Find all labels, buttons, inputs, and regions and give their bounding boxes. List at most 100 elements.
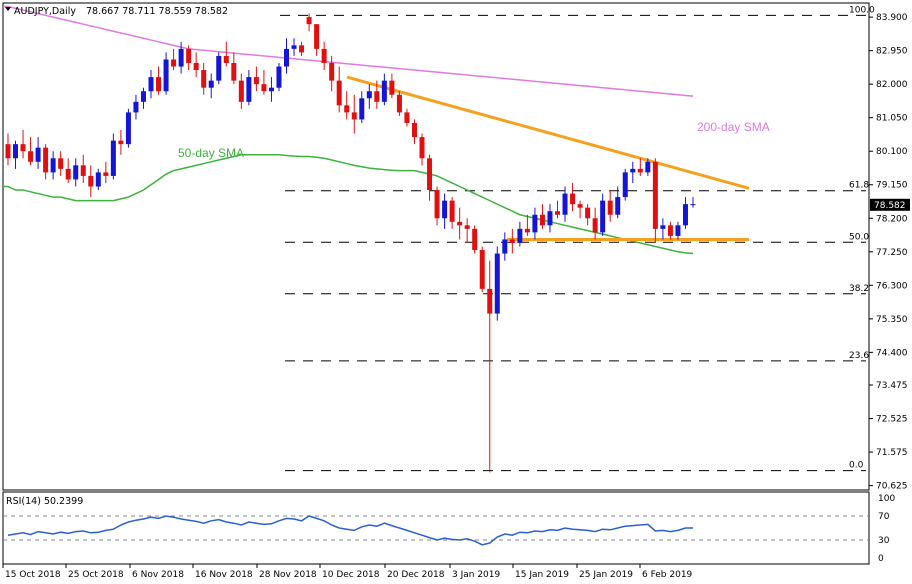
candle <box>690 197 696 208</box>
candle <box>336 66 342 113</box>
candle-body <box>464 225 470 229</box>
fib-label: 50.0 <box>849 232 869 242</box>
candle-body <box>479 250 485 289</box>
candle-body <box>419 137 425 159</box>
price-tick-label: 83.900 <box>876 13 908 23</box>
candle <box>88 165 94 198</box>
candle <box>660 218 666 240</box>
candle-body <box>95 172 101 187</box>
rsi-tick-label: 100 <box>878 494 895 504</box>
candle-body <box>652 161 658 229</box>
candle <box>13 140 19 169</box>
candle-body <box>509 239 515 243</box>
candle <box>577 200 583 219</box>
candle <box>630 161 636 183</box>
candle <box>374 80 380 109</box>
candle <box>65 158 71 183</box>
candle <box>299 41 305 56</box>
candle <box>216 52 222 85</box>
price-tick-label: 78.200 <box>876 214 908 224</box>
candle <box>321 41 327 71</box>
candle <box>479 246 485 293</box>
candle-body <box>133 101 139 113</box>
candle <box>201 62 207 95</box>
candle <box>223 41 229 67</box>
candle <box>58 151 64 176</box>
price-axis: 83.900 82.950 82.000 81.050 80.100 79.150 78.2… <box>869 13 908 492</box>
date-tick-label: 25 Oct 2018 <box>68 570 124 580</box>
fib-label: 23.6 <box>849 351 869 361</box>
candle-body <box>80 165 86 176</box>
candle <box>404 108 410 127</box>
candle <box>600 193 606 236</box>
candle-body <box>238 80 244 102</box>
collapse-arrow-icon[interactable] <box>5 7 11 11</box>
candle <box>163 52 169 95</box>
candle <box>268 77 274 102</box>
candle <box>148 70 154 99</box>
candle-body <box>351 112 357 120</box>
candle-body <box>253 77 259 85</box>
candle <box>276 62 282 92</box>
candle-body <box>675 225 681 236</box>
candle <box>487 260 493 473</box>
candle-body <box>65 168 71 180</box>
candle-body <box>13 144 19 159</box>
candle-body <box>43 147 49 173</box>
candle <box>178 41 184 74</box>
candle-body <box>73 165 79 180</box>
candle-body <box>58 158 64 169</box>
candle <box>607 190 613 222</box>
candle-body <box>411 122 417 138</box>
candle <box>306 13 312 32</box>
candle-body <box>223 55 229 63</box>
candle-body <box>231 62 237 81</box>
candle <box>667 221 673 240</box>
candle <box>186 45 192 71</box>
candle-body <box>163 59 169 92</box>
candle-body <box>314 24 320 49</box>
candle-body <box>148 77 154 92</box>
candle-body <box>186 48 192 63</box>
date-tick-label: 25 Jan 2019 <box>579 570 633 580</box>
candle <box>133 94 139 120</box>
candle-body <box>600 200 606 233</box>
candle-body <box>268 87 274 92</box>
candle-body <box>637 168 643 173</box>
candle-body <box>103 172 109 176</box>
candle <box>118 130 124 155</box>
candle-body <box>35 147 41 162</box>
candle <box>80 154 86 183</box>
candle <box>494 246 500 321</box>
candle <box>547 204 553 233</box>
candle <box>585 204 591 226</box>
candle <box>43 144 49 180</box>
candle <box>427 154 433 201</box>
candle-body <box>404 112 410 123</box>
candle-body <box>329 62 335 81</box>
date-tick-label: 15 Jan 2019 <box>515 570 569 580</box>
candle-body <box>487 288 493 314</box>
candle-body <box>585 207 591 219</box>
candle <box>419 133 425 166</box>
candle-body <box>50 158 56 173</box>
candle <box>291 38 297 56</box>
candle <box>103 161 109 183</box>
candle <box>622 168 628 201</box>
price-tick-label: 81.050 <box>876 114 908 124</box>
sma-200-path <box>3 5 694 97</box>
candle-body <box>299 45 305 53</box>
current-price-tag: 78.582 <box>870 198 910 211</box>
candle-body <box>193 62 199 71</box>
candle <box>555 200 561 219</box>
candle-body <box>630 168 636 173</box>
candle <box>434 186 440 226</box>
candle <box>344 91 350 120</box>
candle <box>366 84 372 109</box>
candle <box>329 55 335 92</box>
candle <box>517 221 523 247</box>
fibonacci-levels: 100.0 61.8 50.0 38.2 23.6 0.0 <box>280 5 875 472</box>
candle-body <box>645 161 651 173</box>
symbol-title: AUDJPY,Daily <box>14 6 76 17</box>
